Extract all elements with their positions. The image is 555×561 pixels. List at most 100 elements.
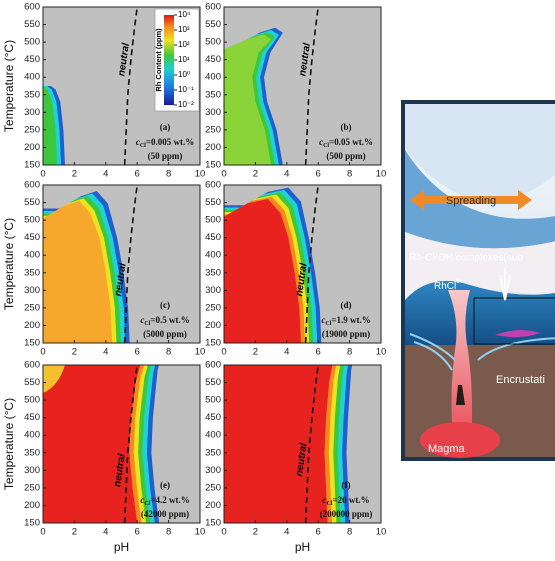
neutral-label: neutral — [112, 453, 128, 488]
rh-band — [43, 365, 65, 394]
y-tick-label: 150 — [24, 160, 40, 171]
rh-field — [43, 86, 58, 165]
panel: neutral 150 200 250 300 350 400 450 500 550 600 0 2 4… — [2, 2, 205, 180]
x-tick-label: 6 — [316, 169, 321, 180]
panel-letter: (e) — [160, 480, 170, 490]
y-tick-label: 550 — [205, 19, 221, 30]
rh-field — [224, 34, 272, 165]
panel-letter: (f) — [342, 480, 351, 490]
conc-symbol: c — [136, 137, 140, 147]
concentration: cCl=4.2 wt.% — [140, 495, 189, 507]
x-tick-label: 4 — [284, 169, 289, 180]
y-tick-label: 450 — [24, 412, 40, 423]
plot-frame — [42, 184, 201, 344]
x-tick-label: 10 — [195, 169, 206, 180]
concentration-ppm: (500 ppm) — [326, 151, 365, 161]
panel-letter: (c) — [160, 300, 170, 310]
y-tick-label: 600 — [24, 180, 40, 191]
conc-symbol: c — [319, 137, 323, 147]
y-tick-label: 400 — [205, 430, 221, 441]
y-tick-label: 250 — [205, 482, 221, 493]
x-axis-title: pH — [295, 540, 310, 554]
panel: neutral 150 200 250 300 350 400 450 500 550 600 0 2 4… — [205, 360, 386, 555]
y-axis-title: Temperature (°C) — [2, 218, 16, 310]
y-tick-label: 500 — [24, 37, 40, 48]
concentration: cCl=0.05 wt.% — [319, 137, 373, 149]
y-tick-label: 550 — [24, 377, 40, 388]
neutral-label: neutral — [294, 262, 310, 297]
x-tick-label: 4 — [284, 527, 289, 538]
x-tick-label: 0 — [40, 169, 45, 180]
conc-value: =4.2 wt.% — [150, 495, 189, 505]
x-tick-label: 4 — [103, 527, 108, 538]
conc-sub: Cl — [326, 501, 332, 507]
x-tick-label: 6 — [135, 527, 140, 538]
y-tick-label: 600 — [205, 180, 221, 191]
concentration: cCl=0.5 wt.% — [140, 315, 189, 327]
panel: neutral 150 200 250 300 350 400 450 500 550 600 0 2 4… — [205, 180, 386, 358]
x-tick-label: 10 — [376, 347, 387, 358]
y-tick-label: 250 — [24, 302, 40, 313]
conc-sub: Cl — [140, 143, 146, 149]
y-tick-label: 600 — [24, 2, 40, 13]
conc-symbol: c — [140, 315, 144, 325]
plot-frame — [223, 364, 382, 524]
y-tick-label: 200 — [205, 320, 221, 331]
conc-symbol: c — [321, 315, 325, 325]
panel: neutral 150 200 250 300 350 400 450 500 550 600 0 2 4… — [205, 2, 386, 180]
y-tick-label: 150 — [205, 338, 221, 349]
y-tick-label: 150 — [205, 160, 221, 171]
rh-field — [224, 365, 333, 523]
magma-label: Magma — [428, 443, 466, 455]
conc-value: =0.005 wt.% — [146, 137, 194, 147]
x-tick-label: 8 — [347, 169, 352, 180]
y-tick-label: 400 — [205, 250, 221, 261]
field — [224, 7, 381, 165]
y-tick-label: 200 — [205, 142, 221, 153]
y-tick-label: 500 — [205, 37, 221, 48]
field — [224, 185, 381, 343]
encrustation-label: Encrustati — [496, 374, 545, 386]
y-tick-label: 550 — [205, 197, 221, 208]
y-tick-label: 500 — [24, 215, 40, 226]
conc-value: =0.05 wt.% — [329, 137, 373, 147]
conc-value: =0.5 wt.% — [150, 315, 189, 325]
y-tick-label: 600 — [24, 360, 40, 371]
conc-sub: Cl — [144, 501, 150, 507]
neutral-label: neutral — [294, 442, 310, 477]
y-tick-label: 350 — [205, 267, 221, 278]
y-tick-label: 450 — [205, 54, 221, 65]
concentration: cCl=0.005 wt.% — [136, 137, 194, 149]
x-tick-label: 6 — [135, 347, 140, 358]
rhcl-label: RhCl3− — [434, 279, 464, 292]
rh-field — [43, 200, 113, 343]
panel: neutral 150 200 250 300 350 400 450 500 550 600 0 2 4… — [2, 360, 206, 555]
conc-sub: Cl — [144, 321, 150, 327]
y-tick-label: 200 — [24, 142, 40, 153]
rh-field — [43, 365, 141, 523]
x-tick-label: 4 — [103, 169, 108, 180]
conc-value: =20 wt.% — [332, 495, 369, 505]
y-tick-label: 350 — [205, 89, 221, 100]
conc-sub: Cl — [323, 143, 329, 149]
x-tick-label: 6 — [316, 347, 321, 358]
colorbar-label: 10⁻¹ — [178, 85, 194, 94]
y-tick-label: 200 — [24, 500, 40, 511]
rhcl-sup: 3− — [456, 279, 463, 285]
concentration-ppm: (19000 ppm) — [322, 329, 370, 339]
plot-frame — [42, 6, 201, 166]
colorbar-title: Rh Content (ppm) — [154, 28, 163, 92]
colorbar-label: 10⁴ — [178, 10, 191, 19]
colorbar-label: 10³ — [178, 25, 190, 34]
y-tick-label: 250 — [24, 124, 40, 135]
x-tick-label: 6 — [316, 527, 321, 538]
panel: neutral 150 200 250 300 350 400 450 500 550 600 0 2 4… — [2, 180, 205, 358]
x-tick-label: 10 — [195, 527, 206, 538]
y-tick-label: 200 — [205, 500, 221, 511]
concentration-ppm: (200000 ppm) — [320, 509, 373, 519]
y-tick-label: 150 — [205, 518, 221, 529]
y-axis-title: Temperature (°C) — [2, 40, 16, 132]
y-tick-label: 400 — [24, 250, 40, 261]
colorbar-label: 10⁰ — [178, 70, 190, 79]
